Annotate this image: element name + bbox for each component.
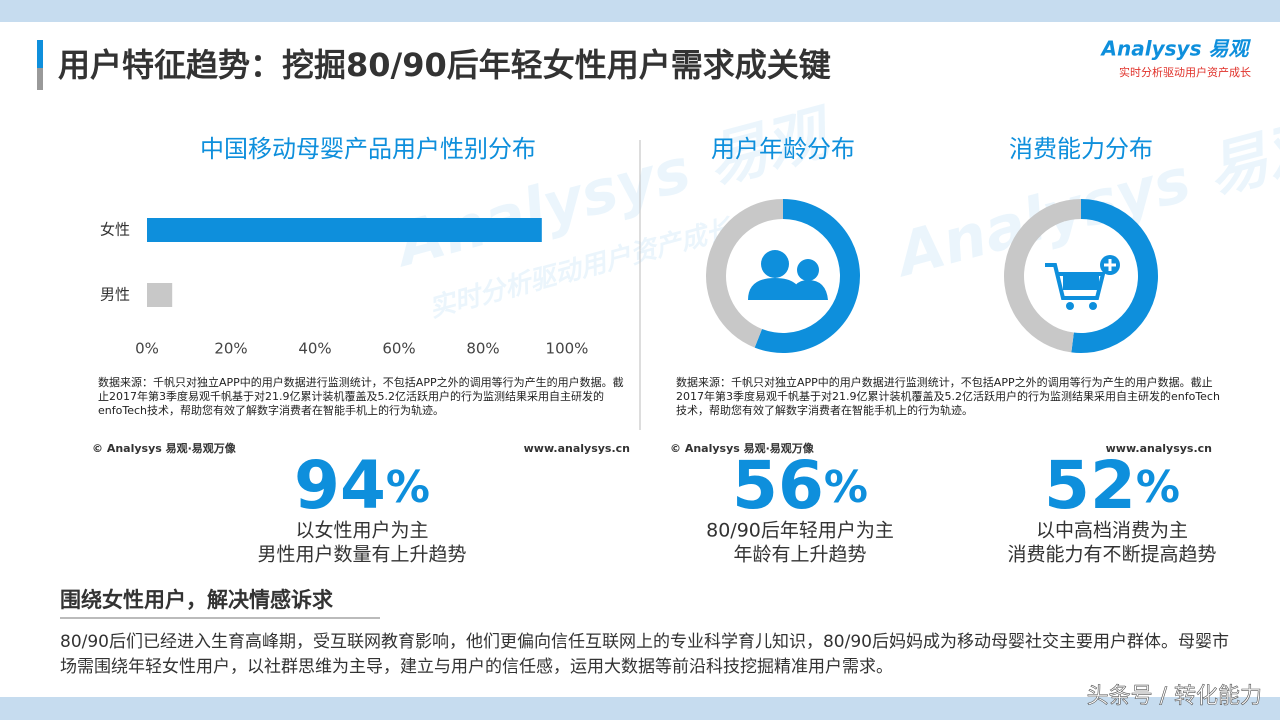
summary-text: 80/90后们已经进入生育高峰期，受互联网教育影响，他们更偏向信任互联网上的专业…	[60, 632, 1229, 677]
logo-slogan: 实时分析驱动用户资产成长	[1119, 65, 1251, 79]
slide-title: 用户特征趋势：挖掘80/90后年轻女性用户需求成关键	[58, 46, 831, 84]
stat-value: 56%	[732, 447, 868, 524]
title-accent	[37, 40, 43, 68]
source-note: 数据来源：千帆只对独立APP中的用户数据进行监测统计，不包括APP之外的调用等行…	[676, 376, 1220, 417]
chart-title: 消费能力分布	[1009, 135, 1153, 163]
stat-caption: 以女性用户为主	[295, 520, 428, 542]
stat-number: 94	[294, 447, 386, 524]
stat-number: 56	[732, 447, 824, 524]
stat-value: 52%	[1044, 447, 1180, 524]
footer-watermark: 头条号 / 转化能力	[1087, 684, 1262, 709]
donut-segment	[1004, 199, 1081, 353]
x-tick-label: 60%	[382, 340, 415, 358]
stat-caption: 80/90后年轻用户为主	[706, 520, 894, 542]
people-icon	[748, 250, 828, 300]
bar	[147, 283, 173, 307]
x-tick-label: 20%	[214, 340, 247, 358]
website: www.analysys.cn	[524, 442, 630, 455]
y-tick-label: 男性	[100, 286, 130, 304]
stat-unit: %	[1136, 462, 1180, 513]
summary-heading: 围绕女性用户，解决情感诉求	[60, 588, 333, 612]
x-tick-label: 80%	[466, 340, 499, 358]
logo: Analysys 易观	[1100, 37, 1252, 61]
stat-caption: 年龄有上升趋势	[733, 544, 866, 566]
stat-unit: %	[824, 462, 868, 513]
website: www.analysys.cn	[1106, 442, 1212, 455]
x-tick-label: 40%	[298, 340, 331, 358]
donut-segment	[1071, 199, 1159, 354]
copyright: © Analysys 易观·易观万像	[92, 441, 237, 455]
source-note: 数据来源：千帆只对独立APP中的用户数据进行监测统计，不包括APP之外的调用等行…	[98, 376, 624, 417]
bottom-band	[0, 697, 1280, 720]
donut-segment	[754, 199, 860, 354]
x-tick-label: 0%	[135, 340, 159, 358]
top-band	[0, 0, 1280, 22]
donut-segment	[706, 199, 783, 348]
stat-caption: 男性用户数量有上升趋势	[257, 544, 466, 566]
cart-icon	[1045, 255, 1120, 310]
chart-title: 用户年龄分布	[711, 135, 855, 163]
x-tick-label: 100%	[546, 340, 589, 358]
copyright: © Analysys 易观·易观万像	[670, 441, 815, 455]
title-accent	[37, 68, 43, 90]
y-tick-label: 女性	[100, 221, 130, 239]
stat-value: 94%	[294, 447, 430, 524]
bar	[147, 218, 542, 242]
stat-caption: 消费能力有不断提高趋势	[1007, 544, 1216, 566]
stat-caption: 以中高档消费为主	[1036, 520, 1188, 542]
stat-unit: %	[386, 462, 430, 513]
chart-title: 中国移动母婴产品用户性别分布	[200, 135, 536, 163]
stat-number: 52	[1044, 447, 1136, 524]
